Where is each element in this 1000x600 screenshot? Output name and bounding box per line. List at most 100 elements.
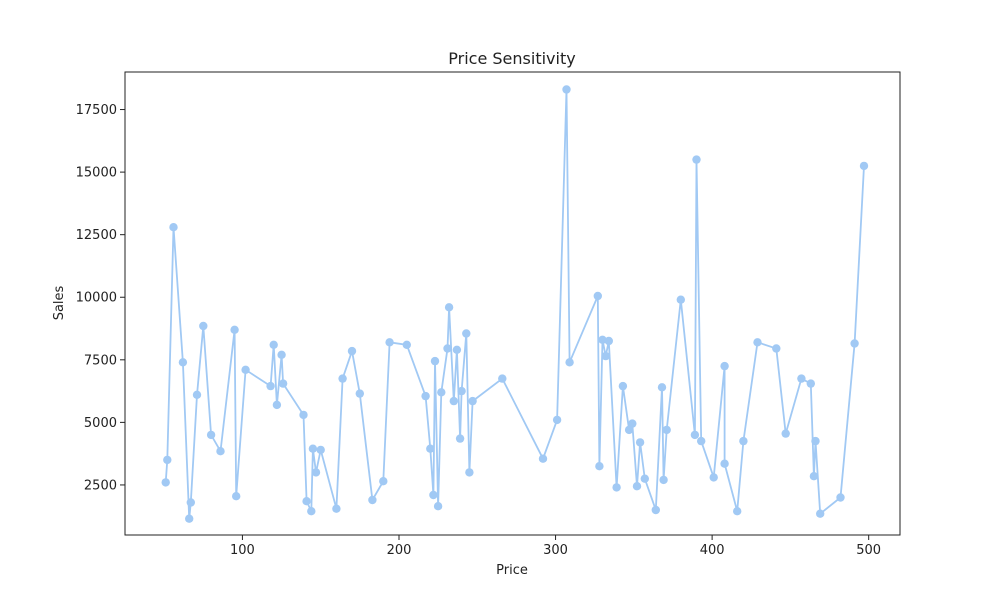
data-point [277, 350, 286, 359]
data-point [662, 425, 671, 435]
data-point [604, 336, 613, 346]
data-point [161, 478, 170, 487]
data-point [595, 462, 604, 471]
data-point [308, 444, 318, 453]
axes-frame [124, 71, 901, 536]
data-point [781, 429, 790, 438]
data-point [402, 340, 411, 349]
data-point [452, 345, 462, 354]
data-point [697, 436, 706, 446]
x-tick-label: 100 [230, 543, 255, 558]
data-point [302, 497, 311, 506]
data-point [657, 383, 667, 392]
data-point [355, 389, 364, 398]
y-axis-ticks: 2500 5000 7500 10000 12500 15000 17500 [76, 103, 125, 493]
data-point [347, 346, 357, 356]
data-point [612, 483, 621, 492]
data-point [433, 502, 443, 511]
data-point [278, 379, 288, 388]
data-point [199, 321, 208, 331]
data-point [601, 351, 610, 361]
data-point [299, 410, 308, 420]
plot-area [161, 85, 869, 523]
data-point [498, 374, 507, 383]
data-point [552, 415, 562, 425]
data-point [316, 445, 325, 455]
data-point [733, 507, 742, 516]
x-tick-label: 400 [700, 543, 725, 558]
data-point [465, 468, 474, 477]
series-line [164, 89, 865, 519]
data-point [307, 507, 316, 516]
data-point [178, 358, 188, 367]
data-point [272, 400, 282, 410]
data-point [206, 430, 216, 440]
y-tick-label: 5000 [84, 416, 117, 431]
data-point [739, 436, 748, 446]
data-point [338, 374, 347, 383]
data-point [811, 436, 820, 446]
data-point [598, 335, 607, 344]
data-point [421, 391, 430, 401]
data-point [624, 425, 634, 435]
data-point [816, 509, 825, 518]
data-point [230, 325, 239, 334]
y-tick-label: 17500 [76, 103, 117, 118]
data-point [266, 381, 275, 391]
data-point [720, 459, 729, 468]
data-point [185, 514, 194, 523]
data-point [462, 329, 471, 338]
data-point [186, 498, 195, 507]
x-tick-label: 300 [543, 543, 568, 558]
data-point [720, 361, 729, 371]
data-point [676, 295, 685, 304]
x-tick-label: 200 [387, 543, 412, 558]
data-point [659, 475, 668, 485]
data-point [635, 438, 645, 447]
data-point [216, 447, 225, 456]
y-axis-label: Sales [52, 285, 67, 320]
data-point [538, 454, 548, 463]
data-point [385, 338, 394, 347]
data-point [426, 444, 435, 453]
data-point [651, 505, 660, 515]
data-point [332, 504, 341, 513]
data-point [455, 434, 465, 443]
x-axis-ticks: 100 200 300 400 500 [230, 535, 881, 558]
data-point [443, 344, 452, 353]
data-point [437, 388, 446, 397]
data-point [809, 472, 819, 481]
data-point [169, 223, 178, 232]
x-tick-label: 500 [856, 543, 881, 558]
data-point [468, 396, 477, 406]
data-point [562, 85, 571, 94]
data-point [430, 356, 440, 366]
data-point [753, 338, 762, 347]
data-point [690, 430, 700, 440]
data-point [859, 161, 869, 171]
y-tick-label: 12500 [76, 228, 117, 243]
data-point [311, 468, 321, 477]
data-point [628, 419, 637, 428]
data-point [632, 482, 642, 491]
data-point [269, 340, 278, 349]
y-tick-label: 15000 [76, 166, 117, 181]
y-tick-label: 10000 [76, 291, 117, 306]
data-point [192, 390, 202, 399]
data-point [449, 396, 458, 406]
x-axis-label: Price [496, 563, 528, 578]
data-point [232, 492, 241, 501]
data-point [429, 490, 438, 500]
data-point [709, 473, 718, 482]
data-point [836, 493, 845, 502]
data-point [241, 365, 250, 374]
data-point [797, 374, 806, 383]
data-point [163, 455, 172, 465]
data-point [565, 358, 574, 367]
data-point [772, 344, 781, 353]
data-point [618, 381, 628, 391]
y-tick-label: 2500 [84, 478, 117, 493]
data-point [806, 379, 815, 388]
chart-title: Price Sensitivity [448, 49, 575, 68]
